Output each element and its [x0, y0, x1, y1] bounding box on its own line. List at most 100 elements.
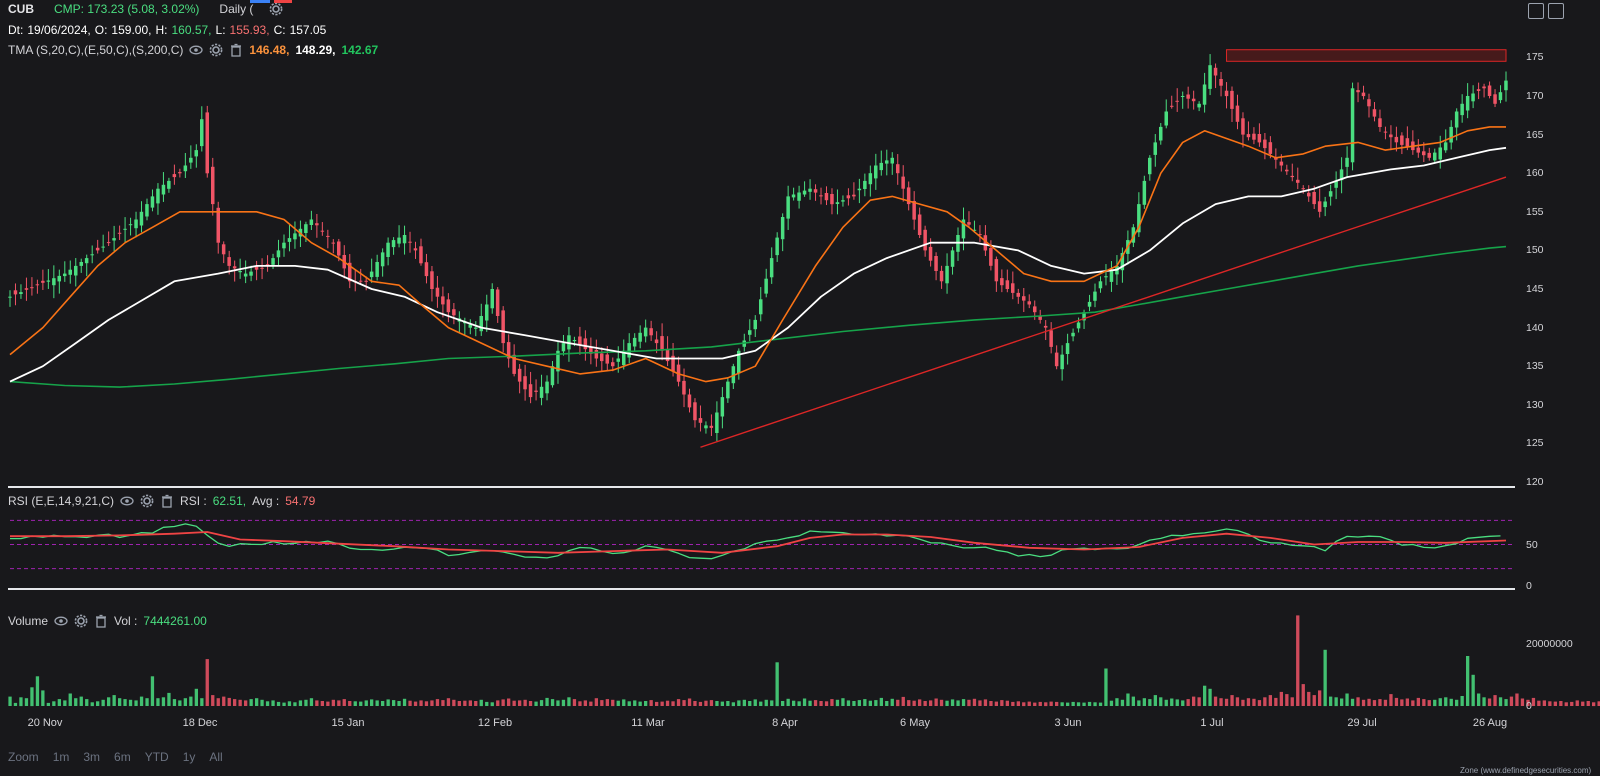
candle-body	[309, 219, 314, 225]
eye-icon[interactable]	[120, 494, 134, 508]
candle-body	[52, 278, 56, 286]
candle-body	[1005, 280, 1010, 289]
candle-body	[545, 381, 549, 394]
trash-icon[interactable]	[94, 614, 108, 628]
volume-bar	[1487, 698, 1492, 706]
candle-body	[748, 330, 752, 335]
candle-body	[74, 265, 78, 276]
candle-body	[1268, 142, 1273, 154]
eye-icon[interactable]	[189, 43, 204, 57]
candle-body	[419, 246, 423, 264]
candle-body	[720, 397, 725, 417]
volume-bar	[507, 698, 511, 706]
zoom-all[interactable]: All	[209, 750, 223, 764]
candle-body	[441, 296, 445, 305]
trash-icon[interactable]	[229, 43, 243, 57]
volume-bar	[1564, 702, 1568, 707]
candle-body	[846, 195, 851, 199]
candle-body	[293, 233, 297, 240]
eye-icon[interactable]	[54, 614, 68, 628]
settings-icon[interactable]	[269, 2, 283, 16]
candle-body	[1076, 322, 1081, 329]
volume-bar	[1296, 615, 1300, 706]
ohlc-h: 160.57,	[171, 23, 212, 37]
volume-bar	[79, 696, 83, 706]
volume-bar	[539, 700, 544, 706]
volume-bar	[1312, 695, 1316, 706]
date-tick-label: 3 Jun	[1054, 717, 1082, 729]
rsi-avg-value: 54.79	[285, 494, 316, 508]
candle-body	[402, 235, 407, 244]
candle-body	[726, 381, 730, 399]
zoom-6m[interactable]: 6m	[114, 750, 131, 764]
candle-body	[994, 259, 999, 282]
header-row: CUB CMP: 173.23 (5.08, 3.02%) Daily (	[8, 1, 283, 17]
interval-selector[interactable]: Daily (	[219, 2, 254, 16]
volume-bar	[424, 701, 429, 706]
candle-body	[534, 390, 538, 392]
candle-body	[358, 280, 363, 282]
candle-body	[550, 366, 555, 386]
candle-body	[649, 328, 653, 336]
volume-bar	[567, 697, 571, 707]
maximize-icon[interactable]	[1548, 3, 1564, 19]
candle-body	[912, 201, 916, 220]
zoom-1m[interactable]: 1m	[52, 750, 70, 764]
volume-bar	[1235, 697, 1240, 707]
volume-bar	[813, 700, 818, 706]
volume-bar	[101, 699, 105, 707]
candle-body	[84, 258, 89, 264]
candle-body	[479, 316, 483, 332]
volume-bar	[556, 700, 560, 706]
candle-body	[1252, 133, 1256, 140]
candle-body	[753, 319, 757, 330]
volume-bar	[255, 698, 259, 706]
candle-body	[556, 350, 560, 372]
candle-body	[1367, 99, 1371, 107]
date-tick-label: 18 Dec	[182, 717, 218, 729]
popout-icon[interactable]	[1528, 3, 1544, 19]
volume-bar	[1005, 700, 1009, 706]
settings-icon[interactable]	[74, 614, 88, 628]
candle-body	[698, 418, 703, 423]
candle-body	[331, 242, 335, 244]
volume-bar	[682, 700, 686, 706]
volume-bar	[348, 701, 352, 706]
candle-body	[254, 266, 259, 270]
zoom-ytd[interactable]: YTD	[144, 750, 169, 764]
candle-body	[1180, 96, 1185, 97]
volume-bar	[1394, 697, 1399, 706]
candle-body	[468, 324, 472, 328]
volume-bar	[671, 701, 675, 706]
header-tab-red[interactable]	[274, 0, 292, 3]
candle-body	[13, 290, 18, 295]
zoom-3m[interactable]: 3m	[83, 750, 101, 764]
volume-bar	[890, 698, 894, 706]
volume-bar	[479, 699, 483, 707]
candle-body	[863, 180, 867, 189]
trash-icon[interactable]	[160, 494, 174, 508]
volume-bar	[1515, 693, 1519, 706]
rsi-row: RSI (E,E,14,9,21,C) RSI : 62.51, Avg : 5…	[8, 493, 315, 509]
volume-bar	[627, 701, 631, 706]
candle-body	[1159, 126, 1163, 141]
header-tab-blue[interactable]	[250, 0, 270, 3]
candle-body	[375, 262, 379, 277]
volume-bar	[233, 699, 237, 706]
ohlc-l-label: L:	[215, 23, 226, 37]
zoom-1y[interactable]: 1y	[182, 750, 196, 764]
date-tick-label: 1 Jul	[1200, 717, 1224, 729]
volume-bar	[1263, 697, 1267, 707]
volume-bar	[1367, 698, 1371, 706]
candle-body	[622, 350, 626, 366]
candle-body	[1400, 135, 1404, 145]
settings-icon[interactable]	[140, 494, 154, 508]
volume-bar	[118, 698, 122, 706]
volume-bar	[435, 699, 440, 706]
volume-bar	[134, 700, 138, 706]
candle-body	[1142, 180, 1147, 205]
candle-body	[172, 174, 177, 178]
settings-icon[interactable]	[209, 43, 223, 57]
tma-value-1: 146.48,	[249, 43, 290, 57]
